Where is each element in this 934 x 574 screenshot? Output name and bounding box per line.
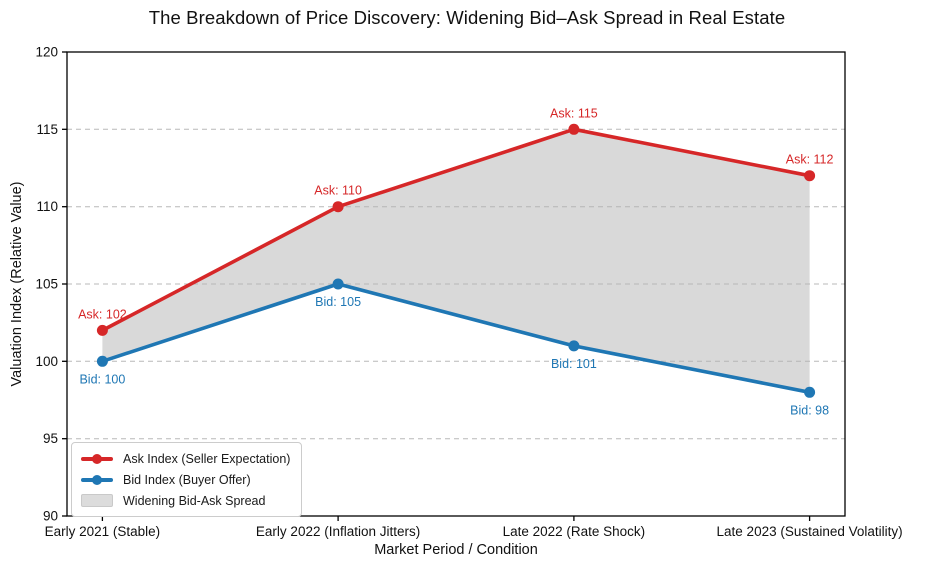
y-tick-label: 105 <box>35 277 58 292</box>
legend-item-bid: Bid Index (Buyer Offer) <box>81 471 290 488</box>
ask-point-label: Ask: 102 <box>78 307 127 321</box>
ask-line <box>100 127 812 333</box>
bid-marker <box>96 355 108 367</box>
bid-line-swatch-icon <box>81 474 113 485</box>
x-tick-label: Early 2022 (Inflation Jitters) <box>256 524 420 539</box>
x-tick-label: Late 2022 (Rate Shock) <box>503 524 646 539</box>
spread-patch-swatch-icon <box>81 494 113 507</box>
ask-point-label: Ask: 110 <box>314 184 362 198</box>
bid-marker <box>332 278 344 290</box>
x-tick-label: Early 2021 (Stable) <box>45 524 161 539</box>
bid-marker-icon <box>92 474 102 485</box>
legend-label-spread: Widening Bid-Ask Spread <box>123 493 266 508</box>
y-tick-label: 120 <box>35 45 58 60</box>
legend-label-ask: Ask Index (Seller Expectation) <box>123 451 291 466</box>
ask-marker-icon <box>92 453 102 464</box>
bid-point-label: Bid: 100 <box>79 372 125 386</box>
x-axis-label: Market Period / Condition <box>374 542 538 558</box>
bid-marker <box>568 340 580 352</box>
ask-marker <box>96 324 108 336</box>
bid-line <box>100 282 812 395</box>
legend-item-ask: Ask Index (Seller Expectation) <box>81 450 290 467</box>
ask-marker <box>332 201 344 213</box>
ask-marker <box>804 170 816 182</box>
y-tick-label: 90 <box>43 509 58 524</box>
ask-point-label: Ask: 115 <box>550 106 598 120</box>
ask-marker <box>568 123 580 135</box>
bid-point-label: Bid: 105 <box>315 295 361 309</box>
bid-point-label: Bid: 101 <box>551 357 597 371</box>
y-tick-label: 100 <box>35 354 58 369</box>
bid-point-label: Bid: 98 <box>790 403 829 417</box>
spread-fill-area <box>102 129 810 393</box>
y-tick-label: 115 <box>36 122 58 137</box>
x-tick-label: Late 2023 (Sustained Volatility) <box>717 524 903 539</box>
bid-marker <box>804 386 816 398</box>
y-axis-label: Valuation Index (Relative Value) <box>9 181 25 387</box>
chart-title: The Breakdown of Price Discovery: Wideni… <box>148 7 786 28</box>
legend: Ask Index (Seller Expectation) Bid Index… <box>71 442 303 517</box>
y-tick-label: 95 <box>43 431 58 446</box>
ask-line-swatch-icon <box>81 453 113 464</box>
legend-label-bid: Bid Index (Buyer Offer) <box>123 472 251 487</box>
y-tick-label: 110 <box>36 199 58 214</box>
ask-point-label: Ask: 112 <box>786 153 834 167</box>
legend-item-spread: Widening Bid-Ask Spread <box>81 492 290 509</box>
